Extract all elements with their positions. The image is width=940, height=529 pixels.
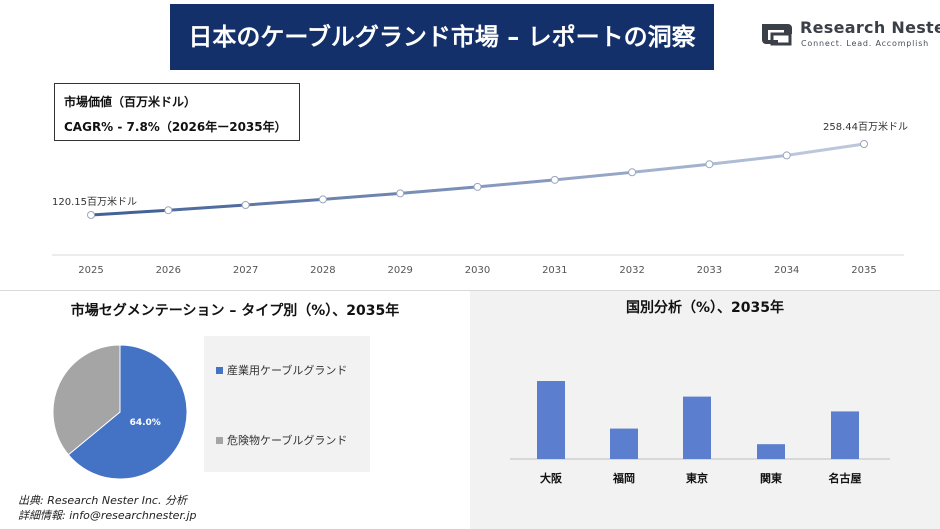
series-line-segment [244,197,325,207]
legend-item-hazardous: 危険物ケーブルグランド [216,432,347,448]
legend-label: 危険物ケーブルグランド [227,434,348,447]
x-tick-label: 2028 [310,265,335,276]
logo-mark-icon [762,24,792,46]
x-tick-label: 2031 [542,265,567,276]
section-divider [0,290,940,291]
legend-swatch [216,436,223,444]
bar [757,444,785,459]
series-line-segment [89,208,170,217]
data-point [164,206,173,215]
end-value-label: 258.44百万米ドル [823,120,908,133]
x-tick-label: 2029 [387,265,412,276]
data-point [628,168,637,177]
data-point [473,182,482,191]
research-nester-logo: Research Nester Connect. Lead. Accomplis… [758,16,940,54]
legend-label: 産業用ケーブルグランド [227,364,348,377]
cagr-label: CAGR% - 7.8%（2026年ー2035年） [64,120,287,134]
pie-legend: 産業用ケーブルグランド 危険物ケーブルグランド [204,336,370,472]
x-tick-label: 2033 [697,265,722,276]
x-tick-label: 大阪 [540,471,563,485]
series-line-segment [707,153,789,166]
segmentation-pie-chart: 64.0% [52,344,188,480]
pie-chart-title: 市場セグメンテーション – タイプ別（%）、2035年 [70,303,400,319]
series-line-segment [321,191,402,201]
series-line-segment [785,142,866,157]
x-tick-label: 2035 [851,265,876,276]
bar [610,428,638,459]
bar [831,411,859,459]
series-line-segment [398,185,479,195]
x-tick-label: 福岡 [612,471,635,485]
bar [683,396,711,459]
data-point [705,160,714,169]
data-point [550,175,559,184]
market-value-line-chart: 2025 2026 2027 2028 2029 2030 2031 2032 2033 2034… [52,120,908,276]
legend-swatch [216,366,223,374]
x-tick-label: 2025 [78,265,103,276]
data-point [87,211,95,219]
series-line-segment [553,170,634,182]
start-value-label: 120.15百万米ドル [52,195,137,208]
data-point [241,201,250,210]
bar [537,381,565,459]
data-point [318,195,327,204]
data-point [396,189,405,198]
source-line: 出典: Research Nester Inc. 分析 [18,494,187,507]
contact-line: 詳細情報: info@researchnester.jp [18,509,197,522]
x-tick-label: 名古屋 [829,471,862,485]
x-tick-label: 2032 [619,265,644,276]
x-tick-label: 関東 [760,471,783,485]
x-tick-label: 2026 [156,265,181,276]
pie-slice-label: 64.0% [130,418,161,428]
page-title: 日本のケーブルグランド市場 – レポートの洞察 [188,22,696,51]
data-point [782,151,791,160]
logo-name: Research Nester [800,18,940,37]
pie-slice [52,344,121,456]
country-bar-chart: 大阪 福岡 東京 関東 名古屋 [510,381,890,485]
legend-item-industrial: 産業用ケーブルグランド [216,362,347,378]
x-tick-label: 2034 [774,265,799,276]
data-point [860,140,868,148]
x-tick-label: 2030 [465,265,490,276]
series-line-segment [630,162,711,174]
series-line-segment [476,178,557,189]
market-value-label: 市場価値（百万米ドル） [64,95,197,109]
x-tick-label: 2027 [233,265,258,276]
series-line-segment [166,203,248,212]
pie-slice [67,344,188,480]
bar-chart-title: 国別分析（%）、2035年 [626,300,784,316]
market-info-box: 市場価値（百万米ドル） CAGR% - 7.8%（2026年ー2035年） [54,83,300,141]
logo-tagline: Connect. Lead. Accomplish [801,39,930,48]
report-title-banner: 日本のケーブルグランド市場 – レポートの洞察 [170,4,714,70]
x-tick-label: 東京 [686,471,708,485]
